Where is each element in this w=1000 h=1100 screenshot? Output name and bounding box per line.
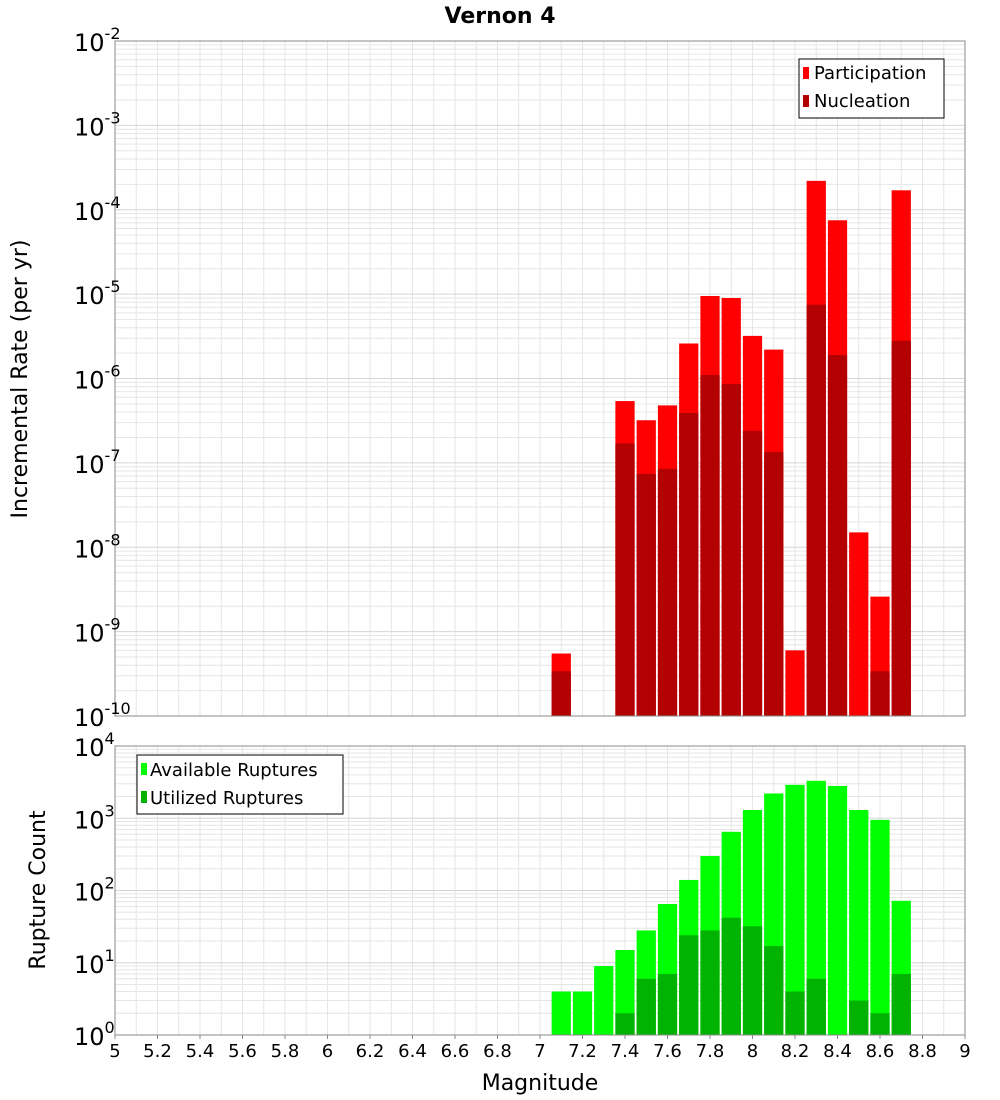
bar-nucleation (679, 413, 699, 716)
bar-available-ruptures (849, 810, 869, 1035)
legend-label-participation: Participation (814, 63, 926, 84)
y-tick-label: 10-8 (74, 530, 121, 563)
rate-legend: Participation Nucleation (798, 58, 945, 119)
x-tick-label: 7.6 (653, 1041, 682, 1062)
rate-legend-box (798, 58, 945, 119)
count-legend: Available Ruptures Utilized Ruptures (136, 754, 344, 815)
bar-utilized-ruptures (636, 978, 656, 1035)
bar-participation (849, 532, 869, 716)
bar-nucleation (764, 451, 784, 716)
x-tick-label: 5.4 (186, 1041, 215, 1062)
rate-panel-bars (551, 180, 911, 717)
bar-nucleation (827, 354, 848, 716)
bar-utilized-ruptures (657, 973, 678, 1035)
legend-label-nucleation: Nucleation (814, 91, 910, 112)
count-legend-box (136, 754, 344, 815)
bar-utilized-ruptures (679, 935, 699, 1035)
bar-nucleation (742, 430, 763, 716)
bar-available-ruptures (594, 966, 614, 1035)
x-tick-label: 5.2 (143, 1041, 172, 1062)
y-tick-label: 100 (74, 1018, 115, 1051)
bar-nucleation (636, 473, 656, 716)
bar-available-ruptures (806, 780, 826, 1035)
x-tick-label: 6.2 (356, 1041, 385, 1062)
x-axis-ticks: 5 5.2 5.4 5.6 5.8 6 6.2 6.4 6.6 6.8 7 7.2 7.4 7.6 7.8 8… (109, 1035, 971, 1062)
bar-available-ruptures (870, 819, 890, 1035)
chart-title: Vernon 4 (445, 4, 556, 29)
x-axis-label: Magnitude (482, 1071, 599, 1096)
bar-utilized-ruptures (870, 1013, 890, 1035)
bar-nucleation (700, 375, 720, 716)
y-tick-label: 10-6 (74, 362, 121, 395)
x-tick-label: 8.4 (823, 1041, 852, 1062)
bar-utilized-ruptures (721, 917, 741, 1035)
x-tick-label: 6 (322, 1041, 333, 1062)
rate-panel-frame (114, 40, 966, 717)
y-tick-label: 10-7 (74, 446, 121, 479)
bar-available-ruptures (785, 784, 805, 1035)
bar-available-ruptures (827, 785, 848, 1035)
x-tick-label: 8 (747, 1041, 758, 1062)
rate-panel-y-ticks: 10-10 10-9 10-8 10-7 10-6 10-5 10-4 10-3 10-2 (74, 24, 131, 732)
bar-utilized-ruptures (891, 973, 911, 1035)
y-tick-label: 10-9 (74, 615, 121, 648)
y-tick-label: 102 (74, 874, 115, 907)
bar-available-ruptures (551, 991, 571, 1035)
count-panel-bars (551, 780, 911, 1035)
y-tick-label: 10-2 (74, 24, 121, 57)
count-panel-y-label: Rupture Count (26, 810, 51, 970)
bar-utilized-ruptures (615, 1013, 635, 1035)
rate-panel: 10-10 10-9 10-8 10-7 10-6 10-5 10-4 10-3 10-2 In… (8, 24, 966, 732)
bar-nucleation (657, 468, 678, 716)
bar-nucleation (551, 671, 571, 716)
bar-utilized-ruptures (849, 1000, 869, 1035)
x-tick-label: 5.6 (228, 1041, 257, 1062)
y-tick-label: 10-10 (74, 699, 131, 732)
x-tick-label: 6.6 (441, 1041, 470, 1062)
x-tick-label: 7.2 (568, 1041, 597, 1062)
bar-utilized-ruptures (806, 978, 826, 1035)
x-tick-label: 6.8 (483, 1041, 512, 1062)
bar-participation (785, 650, 805, 716)
bar-available-ruptures (572, 991, 593, 1035)
y-tick-label: 10-5 (74, 277, 121, 310)
x-tick-label: 7.8 (696, 1041, 725, 1062)
y-tick-label: 104 (74, 729, 115, 762)
x-tick-label: 5.8 (271, 1041, 300, 1062)
x-tick-label: 8.6 (866, 1041, 895, 1062)
legend-swatch-participation (803, 67, 809, 79)
legend-swatch-utilized (141, 791, 147, 803)
y-tick-label: 101 (74, 946, 115, 979)
legend-swatch-available (141, 763, 147, 775)
bar-utilized-ruptures (700, 930, 720, 1035)
x-tick-label: 7 (534, 1041, 545, 1062)
rate-panel-y-label: Incremental Rate (per yr) (8, 240, 33, 519)
bar-nucleation (806, 304, 826, 716)
x-tick-label: 7.4 (611, 1041, 640, 1062)
x-tick-label: 8.2 (781, 1041, 810, 1062)
bar-nucleation (891, 340, 911, 716)
count-panel: 100 101 102 103 104 5 5.2 5.4 5.6 5.8 6 6.2 6.4 6.6 6… (26, 729, 971, 1096)
y-tick-label: 103 (74, 801, 115, 834)
legend-label-utilized: Utilized Ruptures (150, 788, 303, 809)
legend-swatch-nucleation (803, 95, 809, 107)
bar-utilized-ruptures (742, 926, 763, 1035)
y-tick-label: 10-4 (74, 193, 121, 226)
count-panel-y-ticks: 100 101 102 103 104 (74, 729, 115, 1051)
bar-utilized-ruptures (764, 946, 784, 1035)
bar-nucleation (721, 384, 741, 716)
x-tick-label: 8.8 (908, 1041, 937, 1062)
bar-nucleation (615, 443, 635, 716)
legend-label-available: Available Ruptures (150, 760, 318, 781)
y-tick-label: 10-3 (74, 108, 121, 141)
x-tick-label: 6.4 (398, 1041, 427, 1062)
bar-utilized-ruptures (785, 991, 805, 1035)
x-tick-label: 5 (109, 1041, 120, 1062)
bar-nucleation (870, 671, 890, 716)
x-tick-label: 9 (959, 1041, 970, 1062)
